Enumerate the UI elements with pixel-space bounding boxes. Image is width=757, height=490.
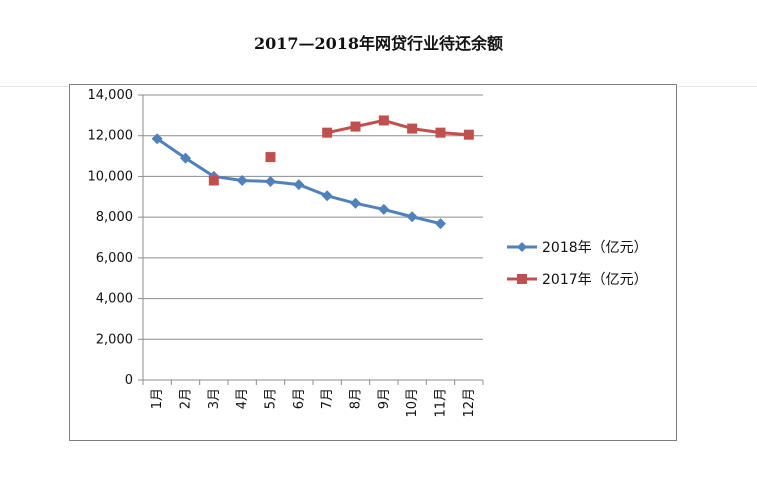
y-tick-label: 8,000 — [96, 210, 133, 225]
legend-marker-square — [517, 274, 527, 284]
x-tick-label: 9月 — [377, 388, 392, 409]
legend-entry-2: 2017年（亿元） — [507, 272, 648, 288]
data-point-square — [322, 127, 333, 138]
y-tick-label: 4,000 — [96, 292, 133, 307]
legend-label: 2018年（亿元） — [542, 240, 648, 256]
y-axis-ticks: 0 2,000 4,000 6,000 8,000 10,000 12,000 14,000 — [88, 88, 134, 388]
legend-label: 2017年（亿元） — [542, 272, 648, 288]
y-tick-label: 0 — [125, 373, 133, 388]
series-line-segment — [325, 194, 357, 205]
data-point-square — [435, 127, 446, 138]
data-point-square — [378, 115, 389, 126]
y-tick-label: 2,000 — [96, 332, 133, 347]
legend: 2018年（亿元） 2017年（亿元） — [507, 240, 648, 288]
y-tick-label: 14,000 — [88, 88, 134, 103]
data-point-diamond — [180, 152, 191, 164]
data-point-square — [407, 123, 418, 134]
x-tick-label: 7月 — [320, 388, 335, 409]
y-tick-label: 6,000 — [96, 251, 133, 266]
legend-entry-1: 2018年（亿元） — [507, 240, 648, 256]
series-line-segment — [297, 183, 329, 198]
data-point-square — [265, 152, 276, 163]
data-point-diamond — [321, 190, 333, 202]
gridlines — [143, 94, 483, 340]
data-point-square — [208, 175, 219, 186]
chart-title: 2017—2018年网贷行业待还余额 — [253, 34, 504, 53]
x-tick-label: 6月 — [292, 388, 307, 409]
x-tick-label: 4月 — [235, 388, 250, 409]
data-point-diamond — [236, 175, 248, 186]
x-tick-label: 11月 — [434, 388, 449, 418]
x-tick-label: 5月 — [264, 388, 279, 409]
legend-marker-diamond — [517, 242, 527, 252]
x-tick-label: 12月 — [462, 388, 477, 418]
data-point-square — [463, 129, 474, 140]
x-tick-label: 8月 — [349, 388, 364, 409]
axes — [138, 94, 484, 385]
x-tick-label: 10月 — [405, 388, 420, 418]
y-tick-label: 10,000 — [88, 169, 134, 184]
data-point-diamond — [293, 179, 305, 191]
y-tick-label: 12,000 — [88, 129, 134, 144]
data-point-diamond — [406, 211, 418, 223]
data-point-diamond — [151, 133, 163, 145]
data-point-diamond — [435, 218, 446, 230]
series-2 — [208, 115, 474, 186]
x-axis-ticks: 1月 2月 3月 4月 5月 6月 7月 8月 9月 10月 11月 12月 — [150, 388, 477, 418]
data-point-diamond — [350, 197, 361, 209]
x-tick-label: 3月 — [207, 388, 222, 409]
data-point-diamond — [265, 176, 276, 188]
series-line-segment — [155, 137, 187, 160]
series-line-segment — [354, 201, 386, 211]
chart-frame — [69, 84, 677, 441]
data-point-diamond — [378, 203, 390, 215]
x-tick-label: 1月 — [150, 388, 165, 409]
series-group — [151, 115, 474, 230]
series-line-segment — [382, 207, 414, 219]
series-1 — [151, 133, 446, 230]
series-line-segment — [410, 215, 442, 226]
series-line-segment — [184, 156, 216, 178]
data-point-square — [350, 121, 361, 132]
x-tick-label: 2月 — [179, 388, 194, 409]
